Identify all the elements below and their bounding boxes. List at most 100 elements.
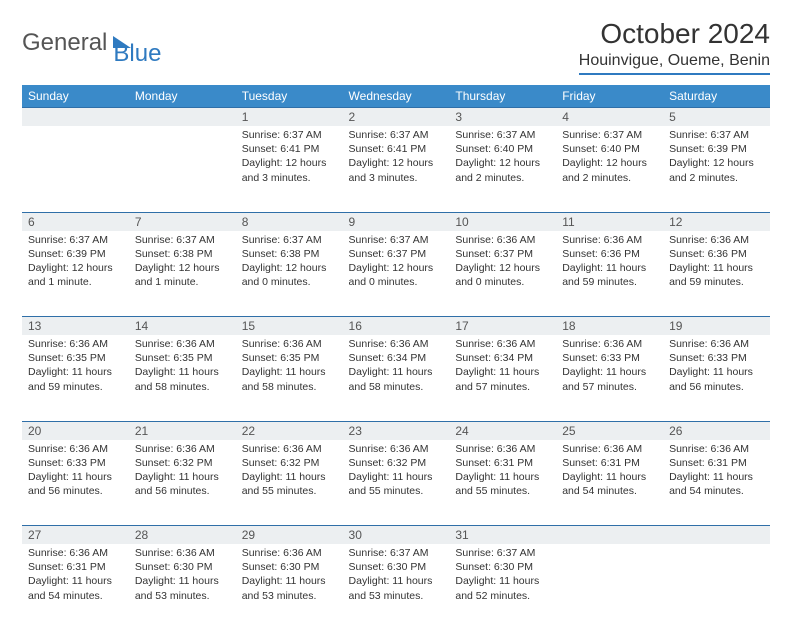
day-details: Sunrise: 6:37 AMSunset: 6:30 PMDaylight:… xyxy=(343,544,450,609)
day-number: 30 xyxy=(343,526,450,545)
day-details: Sunrise: 6:36 AMSunset: 6:30 PMDaylight:… xyxy=(129,544,236,609)
sunset: Sunset: 6:30 PM xyxy=(242,560,337,574)
sunrise: Sunrise: 6:36 AM xyxy=(562,337,657,351)
sunset: Sunset: 6:30 PM xyxy=(349,560,444,574)
day-cell: Sunrise: 6:37 AMSunset: 6:39 PMDaylight:… xyxy=(663,126,770,212)
sunrise: Sunrise: 6:36 AM xyxy=(562,442,657,456)
daylight: Daylight: 11 hours and 52 minutes. xyxy=(455,574,550,602)
daylight: Daylight: 11 hours and 59 minutes. xyxy=(562,261,657,289)
daylight: Daylight: 11 hours and 58 minutes. xyxy=(349,365,444,393)
day-details: Sunrise: 6:36 AMSunset: 6:35 PMDaylight:… xyxy=(236,335,343,400)
day-details: Sunrise: 6:36 AMSunset: 6:37 PMDaylight:… xyxy=(449,231,556,296)
day-cell: Sunrise: 6:36 AMSunset: 6:34 PMDaylight:… xyxy=(449,335,556,421)
week-row: Sunrise: 6:36 AMSunset: 6:35 PMDaylight:… xyxy=(22,335,770,421)
daylight: Daylight: 11 hours and 54 minutes. xyxy=(669,470,764,498)
day-details: Sunrise: 6:37 AMSunset: 6:41 PMDaylight:… xyxy=(343,126,450,191)
daylight: Daylight: 11 hours and 58 minutes. xyxy=(242,365,337,393)
sunrise: Sunrise: 6:36 AM xyxy=(455,233,550,247)
month-title: October 2024 xyxy=(579,18,770,50)
daylight: Daylight: 11 hours and 57 minutes. xyxy=(455,365,550,393)
sunrise: Sunrise: 6:36 AM xyxy=(135,546,230,560)
daylight: Daylight: 11 hours and 58 minutes. xyxy=(135,365,230,393)
day-number: 15 xyxy=(236,317,343,336)
day-cell: Sunrise: 6:37 AMSunset: 6:30 PMDaylight:… xyxy=(449,544,556,630)
daylight: Daylight: 11 hours and 56 minutes. xyxy=(669,365,764,393)
daynum-row: 6789101112 xyxy=(22,212,770,231)
sunset: Sunset: 6:38 PM xyxy=(135,247,230,261)
sunset: Sunset: 6:39 PM xyxy=(28,247,123,261)
dow-header: Wednesday xyxy=(343,85,450,108)
dow-header: Monday xyxy=(129,85,236,108)
calendar-body: 12345Sunrise: 6:37 AMSunset: 6:41 PMDayl… xyxy=(22,108,770,630)
sunrise: Sunrise: 6:36 AM xyxy=(28,337,123,351)
day-number: 28 xyxy=(129,526,236,545)
day-details: Sunrise: 6:36 AMSunset: 6:32 PMDaylight:… xyxy=(129,440,236,505)
sunrise: Sunrise: 6:36 AM xyxy=(135,442,230,456)
day-details: Sunrise: 6:36 AMSunset: 6:36 PMDaylight:… xyxy=(663,231,770,296)
sunset: Sunset: 6:37 PM xyxy=(349,247,444,261)
sunrise: Sunrise: 6:37 AM xyxy=(349,546,444,560)
day-cell: Sunrise: 6:36 AMSunset: 6:31 PMDaylight:… xyxy=(663,440,770,526)
day-cell: Sunrise: 6:36 AMSunset: 6:36 PMDaylight:… xyxy=(663,231,770,317)
day-cell: Sunrise: 6:36 AMSunset: 6:32 PMDaylight:… xyxy=(343,440,450,526)
day-cell xyxy=(663,544,770,630)
day-cell: Sunrise: 6:36 AMSunset: 6:30 PMDaylight:… xyxy=(129,544,236,630)
day-details: Sunrise: 6:37 AMSunset: 6:39 PMDaylight:… xyxy=(22,231,129,296)
sunset: Sunset: 6:32 PM xyxy=(242,456,337,470)
day-cell: Sunrise: 6:36 AMSunset: 6:35 PMDaylight:… xyxy=(236,335,343,421)
daynum-row: 2728293031 xyxy=(22,526,770,545)
day-cell: Sunrise: 6:36 AMSunset: 6:32 PMDaylight:… xyxy=(129,440,236,526)
day-number: 6 xyxy=(22,212,129,231)
daylight: Daylight: 12 hours and 1 minute. xyxy=(135,261,230,289)
week-row: Sunrise: 6:37 AMSunset: 6:41 PM Daylight:… xyxy=(22,126,770,212)
day-cell xyxy=(129,126,236,212)
day-cell: Sunrise: 6:37 AMSunset: 6:37 PMDaylight:… xyxy=(343,231,450,317)
day-cell: Sunrise: 6:36 AMSunset: 6:35 PMDaylight:… xyxy=(129,335,236,421)
daylight: Daylight: 12 hours and 1 minute. xyxy=(28,261,123,289)
daylight: Daylight: 12 hours and 2 minutes. xyxy=(562,156,657,184)
day-details: Sunrise: 6:37 AMSunset: 6:41 PMDaylight:… xyxy=(236,126,343,191)
day-number: 23 xyxy=(343,421,450,440)
day-cell: Sunrise: 6:36 AMSunset: 6:33 PMDaylight:… xyxy=(663,335,770,421)
day-cell: Sunrise: 6:36 AMSunset: 6:33 PMDaylight:… xyxy=(22,440,129,526)
day-details: Sunrise: 6:36 AMSunset: 6:30 PMDaylight:… xyxy=(236,544,343,609)
sunset: Sunset: 6:41 PM xyxy=(242,142,337,156)
day-cell: Sunrise: 6:37 AMSunset: 6:41 PMDaylight:… xyxy=(236,126,343,212)
day-cell: Sunrise: 6:37 AMSunset: 6:38 PMDaylight:… xyxy=(129,231,236,317)
sunset: Sunset: 6:32 PM xyxy=(349,456,444,470)
dow-header: Saturday xyxy=(663,85,770,108)
sunrise: Sunrise: 6:36 AM xyxy=(669,233,764,247)
sunrise: Sunrise: 6:36 AM xyxy=(242,337,337,351)
sunset: Sunset: 6:33 PM xyxy=(28,456,123,470)
sunrise: Sunrise: 6:37 AM xyxy=(455,546,550,560)
day-cell: Sunrise: 6:36 AMSunset: 6:35 PMDaylight:… xyxy=(22,335,129,421)
week-row: Sunrise: 6:36 AM Sunset: 6:33 PM Daylight:… xyxy=(22,440,770,526)
sunrise: Sunrise: 6:36 AM xyxy=(242,546,337,560)
day-cell xyxy=(22,126,129,212)
sunrise: Sunrise: 6:36 AM xyxy=(669,442,764,456)
daylight: Daylight: 11 hours and 55 minutes. xyxy=(242,470,337,498)
day-cell: Sunrise: 6:36 AMSunset: 6:32 PMDaylight:… xyxy=(236,440,343,526)
day-number: 22 xyxy=(236,421,343,440)
daylight: Daylight: 11 hours and 59 minutes. xyxy=(669,261,764,289)
day-details: Sunrise: 6:37 AMSunset: 6:38 PMDaylight:… xyxy=(236,231,343,296)
day-cell: Sunrise: 6:37 AMSunset: 6:39 PMDaylight:… xyxy=(22,231,129,317)
sunset: Sunset: 6:31 PM xyxy=(455,456,550,470)
day-details: Sunrise: 6:36 AMSunset: 6:32 PMDaylight:… xyxy=(236,440,343,505)
day-number xyxy=(22,108,129,127)
day-number: 2 xyxy=(343,108,450,127)
day-number: 17 xyxy=(449,317,556,336)
sunrise: Sunrise: 6:37 AM xyxy=(242,128,337,142)
sunrise: Sunrise: 6:36 AM xyxy=(349,442,444,456)
day-number: 29 xyxy=(236,526,343,545)
sunset: Sunset: 6:40 PM xyxy=(455,142,550,156)
daynum-row: 13141516171819 xyxy=(22,317,770,336)
sunset: Sunset: 6:36 PM xyxy=(562,247,657,261)
sunset: Sunset: 6:38 PM xyxy=(242,247,337,261)
day-number: 11 xyxy=(556,212,663,231)
day-details: Sunrise: 6:36 AMSunset: 6:33 PMDaylight:… xyxy=(556,335,663,400)
day-number: 24 xyxy=(449,421,556,440)
sunset: Sunset: 6:33 PM xyxy=(562,351,657,365)
brand-part2: Blue xyxy=(113,40,161,68)
calendar-table: SundayMondayTuesdayWednesdayThursdayFrid… xyxy=(22,85,770,630)
